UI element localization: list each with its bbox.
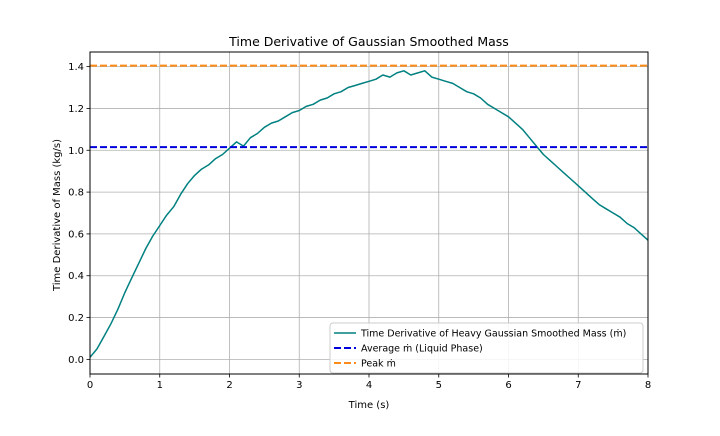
series-line-mdot bbox=[89, 70, 649, 358]
y-tick-label: 1.2 bbox=[68, 104, 84, 115]
chart-title: Time Derivative of Gaussian Smoothed Mas… bbox=[228, 34, 509, 49]
legend-label: Peak ṁ bbox=[361, 359, 396, 370]
x-tick-label: 3 bbox=[296, 380, 302, 391]
legend-label: Time Derivative of Heavy Gaussian Smooth… bbox=[360, 329, 626, 340]
y-axis: 0.0 0.2 0.4 0.6 0.8 1.0 1.2 1.4 bbox=[68, 62, 90, 366]
y-tick-label: 1.4 bbox=[68, 62, 84, 73]
x-tick-label: 4 bbox=[366, 380, 372, 391]
y-tick-label: 0.6 bbox=[68, 229, 84, 240]
x-axis: 0 1 2 3 4 5 6 7 8 bbox=[87, 374, 651, 391]
y-tick-label: 1.0 bbox=[68, 146, 84, 157]
x-tick-label: 5 bbox=[436, 380, 442, 391]
legend: Time Derivative of Heavy Gaussian Smooth… bbox=[329, 322, 644, 374]
y-tick-label: 0.2 bbox=[68, 313, 84, 324]
x-tick-label: 1 bbox=[157, 380, 163, 391]
x-tick-label: 2 bbox=[226, 380, 232, 391]
x-tick-label: 0 bbox=[87, 380, 93, 391]
x-tick-label: 8 bbox=[645, 380, 651, 391]
legend-label: Average ṁ (Liquid Phase) bbox=[361, 344, 483, 355]
y-tick-label: 0.0 bbox=[68, 355, 84, 366]
y-tick-label: 0.4 bbox=[68, 271, 84, 282]
legend-box bbox=[329, 322, 644, 374]
y-tick-label: 0.8 bbox=[68, 188, 84, 199]
x-axis-label: Time (s) bbox=[348, 400, 390, 411]
x-tick-label: 7 bbox=[575, 380, 581, 391]
series-layer bbox=[89, 64, 649, 358]
x-tick-label: 6 bbox=[505, 380, 511, 391]
y-axis-label: Time Derivative of Mass (kg/s) bbox=[52, 139, 63, 292]
